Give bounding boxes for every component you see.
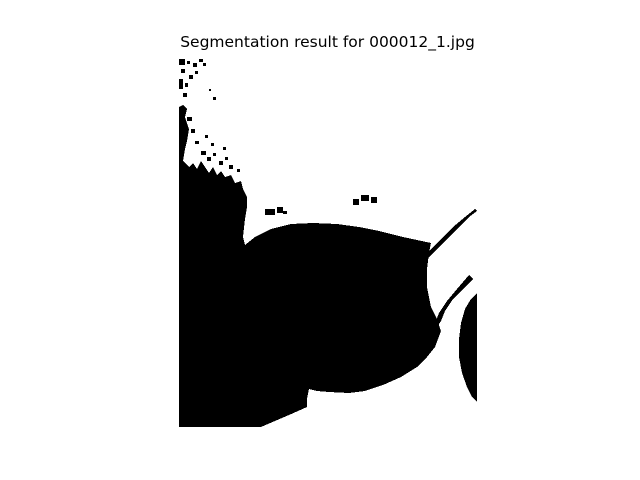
mask-foreground-strand-lower <box>435 275 473 327</box>
mask-foreground-region <box>179 105 441 427</box>
segmentation-mask-image <box>179 57 477 427</box>
mask-foreground-right-edge <box>459 293 477 402</box>
mask-speckles <box>179 59 377 215</box>
mask-foreground-strand-upper <box>423 209 477 260</box>
figure-title: Segmentation result for 000012_1.jpg <box>180 33 475 51</box>
